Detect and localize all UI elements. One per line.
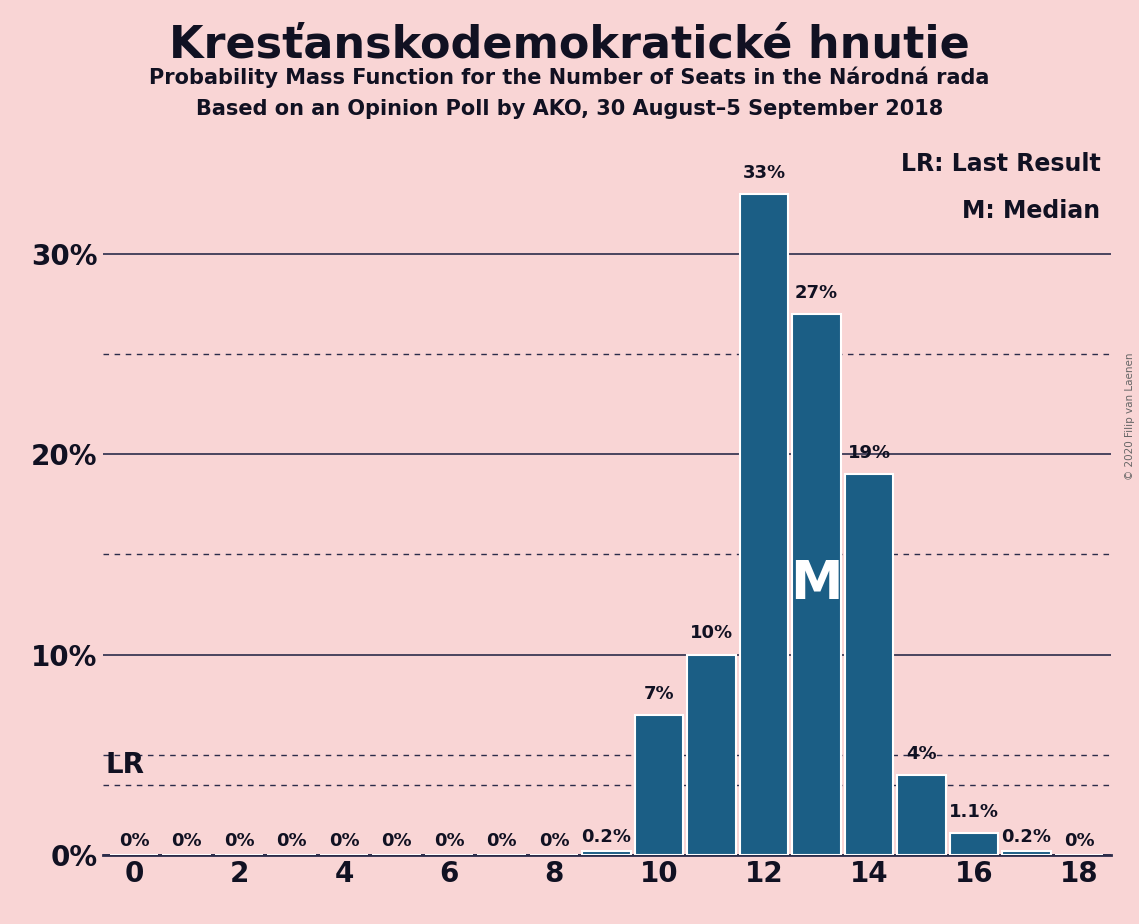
Text: 27%: 27% [795,285,838,302]
Text: 0.2%: 0.2% [582,828,631,845]
Text: 4%: 4% [907,745,937,762]
Text: 0%: 0% [276,832,306,850]
Bar [740,194,788,855]
Text: 10%: 10% [690,625,734,642]
Text: 0%: 0% [382,832,412,850]
Text: LR: Last Result: LR: Last Result [901,152,1100,176]
Bar [687,654,736,855]
Text: 19%: 19% [847,444,891,462]
Bar [845,474,893,855]
Bar [793,314,841,855]
Text: 0%: 0% [118,832,149,850]
Text: Probability Mass Function for the Number of Seats in the Národná rada: Probability Mass Function for the Number… [149,67,990,88]
Text: 0%: 0% [329,832,359,850]
Text: 0.2%: 0.2% [1001,828,1051,845]
Text: M: Median: M: Median [962,199,1100,223]
Text: M: M [790,558,843,611]
Bar [898,774,945,855]
Text: 0%: 0% [539,832,570,850]
Bar [582,851,631,855]
Text: 0%: 0% [171,832,202,850]
Text: 0%: 0% [223,832,254,850]
Text: 1.1%: 1.1% [949,803,999,821]
Bar [634,714,683,855]
Text: 0%: 0% [1064,832,1095,850]
Text: 0%: 0% [486,832,517,850]
Text: 7%: 7% [644,685,674,702]
Bar [1002,851,1050,855]
Text: 33%: 33% [743,164,786,182]
Bar [950,833,998,855]
Text: LR: LR [105,750,145,779]
Text: 0%: 0% [434,832,465,850]
Text: Based on an Opinion Poll by AKO, 30 August–5 September 2018: Based on an Opinion Poll by AKO, 30 Augu… [196,99,943,119]
Text: © 2020 Filip van Laenen: © 2020 Filip van Laenen [1125,352,1134,480]
Text: Kresťanskodemokratické hnutie: Kresťanskodemokratické hnutie [169,23,970,67]
